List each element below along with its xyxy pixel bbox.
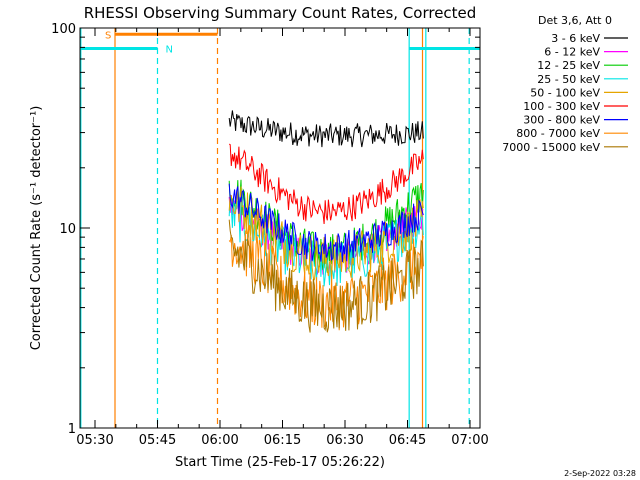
footer-date: 2-Sep-2022 03:28 (564, 469, 636, 478)
legend-label-7: 800 - 7000 keV (516, 127, 600, 140)
axes: 05:30 05:45 06:00 06:15 06:30 06:45 07:00 1 10 10… (51, 22, 489, 448)
legend-label-6: 300 - 800 keV (523, 114, 600, 127)
legend-label-1: 6 - 12 keV (544, 46, 600, 59)
x-tick-label-5: 06:45 (389, 433, 426, 448)
series-line-0 (228, 110, 424, 148)
legend-label-0: 3 - 6 keV (551, 32, 600, 45)
series-lines (228, 110, 424, 333)
legend-label-3: 25 - 50 keV (537, 73, 600, 86)
x-tick-label-1: 05:45 (139, 433, 176, 448)
series-line-8 (228, 219, 424, 333)
x-tick-label-6: 07:00 (451, 433, 488, 448)
y-tick-label-1: 10 (59, 222, 76, 237)
y-tick-label-0: 1 (68, 422, 76, 437)
legend-label-2: 12 - 25 keV (537, 59, 600, 72)
x-tick-label-0: 05:30 (76, 433, 113, 448)
legend-title: Det 3,6, Att 0 (538, 14, 612, 27)
x-tick-label-2: 06:00 (201, 433, 238, 448)
series-line-6 (228, 183, 424, 263)
plot-area: SN (80, 28, 480, 428)
legend-label-8: 7000 - 15000 keV (502, 141, 600, 154)
legend-label-4: 50 - 100 keV (530, 86, 600, 99)
x-tick-label-4: 06:30 (326, 433, 363, 448)
y-tick-label-2: 100 (51, 22, 76, 37)
legend-label-5: 100 - 300 keV (523, 100, 600, 113)
chart-title: RHESSI Observing Summary Count Rates, Co… (84, 4, 477, 22)
x-tick-label-3: 06:15 (264, 433, 301, 448)
flag-label-N: N (166, 44, 173, 55)
series-line-5 (228, 143, 424, 225)
flag-bars: SN (80, 30, 480, 55)
marker-lines (80, 28, 470, 428)
x-axis-label: Start Time (25-Feb-17 05:26:22) (175, 455, 385, 470)
y-axis-label: Corrected Count Rate (s⁻¹ detector⁻¹) (29, 106, 44, 351)
flag-label-S: S (105, 30, 111, 41)
